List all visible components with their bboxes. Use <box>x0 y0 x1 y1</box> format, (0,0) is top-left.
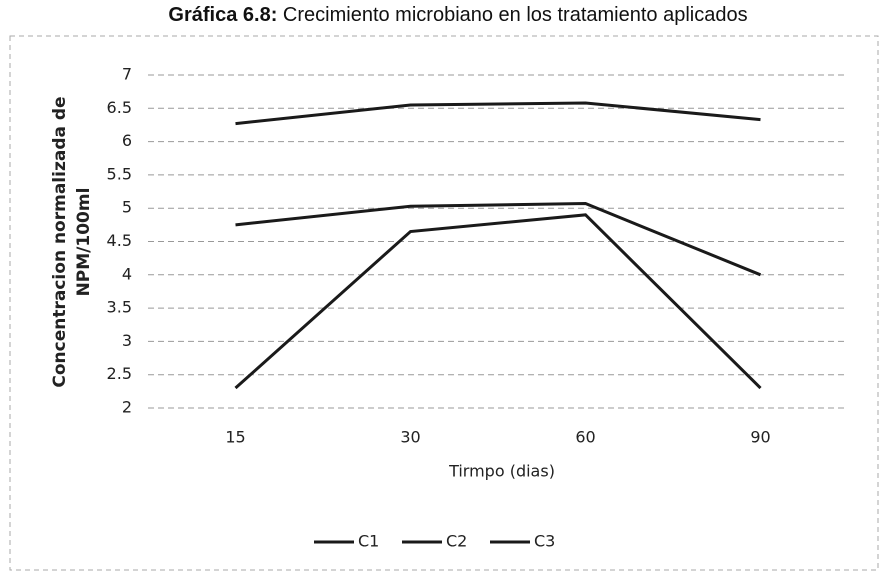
y-tick-label: 4 <box>122 264 132 283</box>
y-tick-label: 2.5 <box>107 364 132 383</box>
y-tick-label: 3.5 <box>107 298 132 317</box>
series-line <box>235 202 762 277</box>
x-tick-label: 90 <box>750 428 770 447</box>
x-tick-label: 15 <box>225 428 245 447</box>
y-tick-label: 5.5 <box>107 164 132 183</box>
y-tick-label: 6 <box>122 131 132 150</box>
x-tick-label: 60 <box>575 428 595 447</box>
legend-label: C2 <box>446 532 467 551</box>
legend-label: C1 <box>358 532 379 551</box>
y-label-line: NPM/100ml <box>74 188 94 297</box>
y-axis-label: Concentracion normalizada de NPM/100ml <box>50 96 94 387</box>
title-label: Gráfica 6.8: <box>168 4 277 26</box>
x-axis-label: Tirmpo (dias) <box>448 462 555 481</box>
y-tick-label: 5 <box>122 198 132 217</box>
title-text: Crecimiento microbiano en los tratamient… <box>283 4 748 26</box>
y-tick-label: 2 <box>122 398 132 417</box>
y-tick-label: 3 <box>122 331 132 350</box>
legend-label: C3 <box>534 532 555 551</box>
chart-frame <box>9 35 879 571</box>
y-label-line: Concentracion normalizada de <box>50 96 70 387</box>
series-line <box>234 213 762 390</box>
y-tick-label: 6.5 <box>107 98 132 117</box>
y-tick-label: 7 <box>122 65 132 84</box>
series-line <box>235 101 761 126</box>
chart-title: Gráfica 6.8: Crecimiento microbiano en l… <box>168 4 747 26</box>
y-tick-label: 4.5 <box>107 231 132 250</box>
x-tick-label: 30 <box>400 428 420 447</box>
